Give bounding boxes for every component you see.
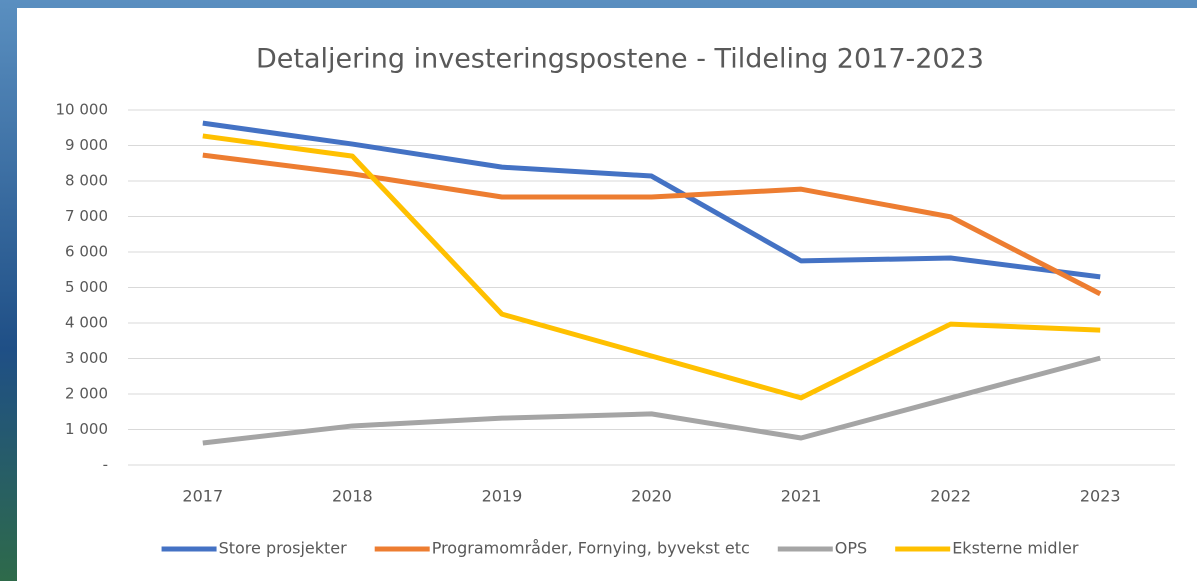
x-tick-label: 2019 — [482, 487, 523, 506]
y-tick-label: 6 000 — [65, 243, 108, 261]
y-tick-label: 3 000 — [65, 349, 108, 367]
legend-label: Eksterne midler — [952, 539, 1079, 558]
legend-label: OPS — [835, 539, 867, 558]
y-tick-label: 2 000 — [65, 385, 108, 403]
y-tick-label: 7 000 — [65, 207, 108, 225]
y-tick-label: 9 000 — [65, 136, 108, 154]
x-tick-label: 2018 — [332, 487, 373, 506]
y-tick-label: 10 000 — [56, 101, 109, 119]
y-tick-label: 4 000 — [65, 314, 108, 332]
y-tick-label: 5 000 — [65, 278, 108, 296]
chart-title: Detaljering investeringspostene - Tildel… — [256, 44, 984, 75]
x-tick-label: 2023 — [1080, 487, 1121, 506]
y-tick-label: - — [103, 456, 108, 474]
chart: Detaljering investeringspostene - Tildel… — [0, 0, 1197, 581]
legend-label: Programområder, Fornying, byvekst etc — [432, 539, 750, 558]
legend-label: Store prosjekter — [219, 539, 348, 558]
y-tick-label: 8 000 — [65, 172, 108, 190]
x-tick-label: 2020 — [631, 487, 672, 506]
page: Detaljering investeringspostene - Tildel… — [0, 0, 1197, 581]
x-tick-label: 2022 — [930, 487, 971, 506]
x-tick-label: 2021 — [781, 487, 822, 506]
x-tick-label: 2017 — [182, 487, 223, 506]
y-tick-label: 1 000 — [65, 420, 108, 438]
